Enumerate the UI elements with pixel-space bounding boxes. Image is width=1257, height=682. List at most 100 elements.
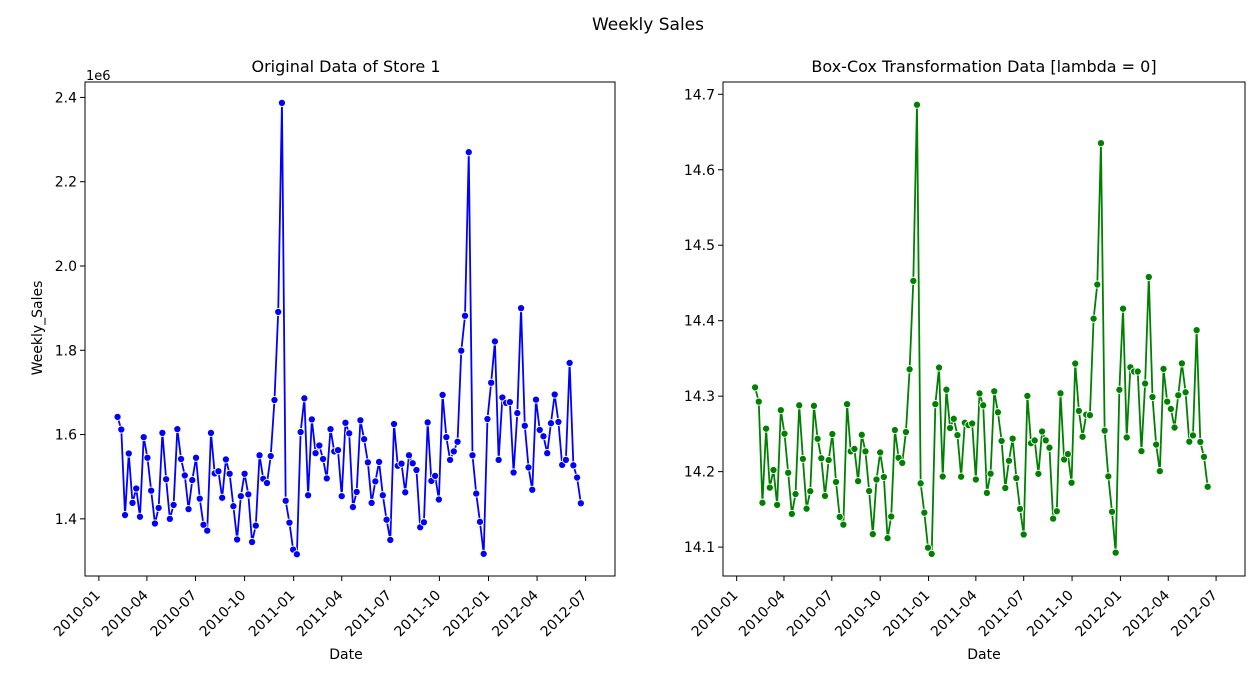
left-data-point (292, 550, 301, 559)
left-data-point (143, 453, 152, 462)
left-data-point (251, 521, 260, 530)
right-data-point (957, 472, 966, 481)
right-data-point (828, 429, 837, 439)
right-data-point (931, 400, 940, 409)
left-data-point (195, 494, 204, 503)
right-data-point (1052, 507, 1061, 516)
right-data-point (857, 430, 866, 439)
left-data-point (124, 449, 133, 458)
left-data-point (449, 447, 458, 456)
right-data-point (887, 512, 896, 521)
right-data-point (1159, 364, 1168, 373)
right-data-point (1019, 530, 1028, 539)
right-data-point (942, 385, 951, 394)
right-data-point (1008, 434, 1017, 443)
left-plot-frame (84, 81, 616, 577)
right-data-point (1056, 389, 1065, 398)
left-data-point (248, 537, 257, 547)
right-data-point (1137, 447, 1146, 456)
left-data-point (520, 421, 529, 430)
right-data-point (1100, 426, 1109, 435)
right-data-point (806, 487, 815, 496)
right-data-point (876, 448, 885, 457)
right-data-point (1122, 433, 1131, 442)
left-data-point (221, 455, 230, 464)
left-data-point (382, 515, 391, 524)
left-data-point (539, 432, 548, 441)
right-data-point (1115, 385, 1124, 394)
left-data-point (318, 454, 328, 464)
left-data-point (367, 498, 376, 507)
right-data-point (843, 400, 852, 409)
left-data-point (434, 495, 443, 504)
right-data-point (890, 425, 899, 435)
left-data-point (371, 477, 380, 486)
left-data-point (162, 475, 171, 484)
right-data-point (968, 419, 977, 428)
right-data-point (1060, 455, 1069, 464)
left-x-axis-label: Date (329, 647, 362, 663)
right-y-tick-label: 14.3 (684, 389, 715, 405)
right-y-tick-label: 14.5 (684, 238, 715, 254)
left-data-point (513, 409, 522, 418)
right-data-point (953, 431, 962, 440)
left-y-tick-label: 2.2 (55, 175, 77, 191)
left-data-point (150, 519, 159, 528)
right-data-point (975, 389, 984, 398)
left-data-point (158, 428, 167, 437)
right-data-point (898, 458, 907, 468)
right-data-point (1001, 483, 1010, 493)
right-data-point (754, 397, 763, 406)
left-data-point (446, 455, 455, 464)
right-data-point (798, 454, 807, 463)
right-data-point (1004, 456, 1014, 465)
left-data-point (554, 417, 563, 426)
right-data-point (1071, 359, 1080, 368)
left-data-point (266, 452, 275, 461)
right-data-point (946, 423, 955, 433)
right-data-point (802, 504, 811, 513)
right-data-point (1174, 391, 1183, 400)
left-data-point (487, 378, 496, 387)
right-data-point (1192, 326, 1201, 335)
right-data-point (1012, 474, 1021, 483)
right-data-point (1038, 427, 1047, 436)
right-data-point (1093, 280, 1102, 289)
right-data-point (1177, 359, 1186, 368)
left-data-point (509, 468, 518, 477)
right-x-axis-label: Date (967, 647, 1000, 663)
right-data-point (1045, 443, 1054, 452)
left-data-point (337, 492, 346, 501)
left-data-point (378, 491, 387, 500)
left-y-tick-label: 1.4 (55, 512, 77, 528)
left-data-point (113, 412, 122, 421)
right-y-tick-label: 14.6 (684, 163, 715, 179)
left-data-point (326, 425, 335, 434)
right-data-point (765, 483, 774, 492)
right-data-point (780, 429, 789, 438)
right-data-point (773, 500, 782, 509)
left-data-point (453, 437, 462, 446)
left-data-point (191, 453, 201, 462)
right-data-point (1074, 406, 1083, 415)
left-data-point (315, 441, 324, 450)
right-data-point (831, 477, 841, 487)
right-data-point (865, 486, 874, 496)
left-data-point (468, 451, 477, 460)
left-data-point (576, 499, 585, 508)
right-data-point (883, 534, 892, 543)
left-data-point (543, 449, 552, 458)
left-data-point (535, 425, 544, 434)
right-data-point (1015, 504, 1025, 513)
right-data-point (1078, 432, 1087, 441)
left-data-point (300, 394, 309, 403)
left-data-point (285, 518, 294, 527)
left-data-point (229, 502, 238, 511)
left-data-point (561, 455, 570, 464)
right-data-point (1203, 482, 1212, 491)
right-data-point (817, 454, 826, 463)
right-data-point (795, 401, 804, 410)
left-y-tick-label: 1.8 (55, 343, 77, 359)
